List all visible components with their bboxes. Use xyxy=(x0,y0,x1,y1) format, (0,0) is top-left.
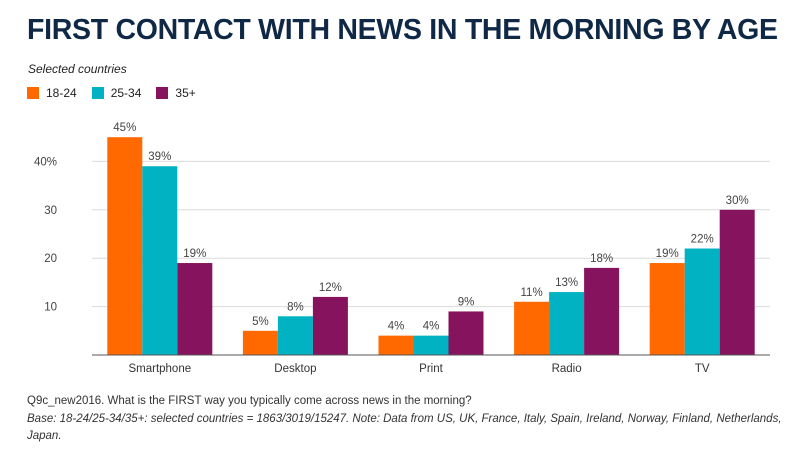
legend-swatch-35-plus xyxy=(156,87,169,99)
data-label: 45% xyxy=(113,122,136,134)
data-label: 11% xyxy=(521,287,543,299)
x-tick-label: Radio xyxy=(552,363,582,375)
data-label: 30% xyxy=(726,195,749,207)
data-label: 4% xyxy=(423,321,440,333)
y-tick-label: 40% xyxy=(34,156,57,168)
footer-question: Q9c_new2016. What is the FIRST way you t… xyxy=(27,395,472,407)
bar xyxy=(649,263,685,355)
legend: 18-24 25-34 35+ xyxy=(27,86,211,100)
bar xyxy=(549,292,585,355)
x-tick-label: Print xyxy=(419,363,443,375)
chart-footer: Q9c_new2016. What is the FIRST way you t… xyxy=(27,393,797,446)
data-label: 13% xyxy=(555,277,578,289)
legend-label-25-34: 25-34 xyxy=(110,86,142,100)
legend-label-18-24: 18-24 xyxy=(46,86,77,100)
bar xyxy=(378,335,414,355)
data-label: 5% xyxy=(252,316,269,328)
legend-item-18-24: 18-24 xyxy=(27,86,77,100)
data-label: 22% xyxy=(691,234,714,246)
bar xyxy=(514,301,550,355)
footer-base-note: Base: 18-24/25-34/35+: selected countrie… xyxy=(27,412,782,443)
bar-chart: 10 20 30 40% 45% 39% 19% Smartphone 5% 8% 12% Deskt… xyxy=(34,122,770,375)
bar xyxy=(107,137,143,355)
y-tick-label: 30 xyxy=(44,205,57,217)
bar xyxy=(413,335,449,355)
legend-label-35-plus: 35+ xyxy=(175,86,196,100)
bar xyxy=(177,263,213,355)
legend-swatch-18-24 xyxy=(27,87,39,99)
data-label: 12% xyxy=(319,282,342,294)
bar xyxy=(684,248,720,355)
legend-item-35-plus: 35+ xyxy=(156,86,196,100)
data-label: 19% xyxy=(183,248,206,260)
bar xyxy=(277,316,313,355)
legend-swatch-25-34 xyxy=(91,87,104,99)
y-tick-label: 10 xyxy=(44,302,57,314)
bar xyxy=(242,330,278,355)
data-label: 39% xyxy=(148,151,171,163)
chart-title: FIRST CONTACT WITH NEWS IN THE MORNING B… xyxy=(27,14,778,46)
data-label: 8% xyxy=(287,301,304,313)
chart-subtitle: Selected countries xyxy=(28,62,127,76)
x-tick-label: Desktop xyxy=(274,363,316,375)
bar xyxy=(448,311,484,355)
data-label: 9% xyxy=(458,296,475,308)
bar xyxy=(719,209,755,355)
x-tick-label: Smartphone xyxy=(128,363,191,375)
data-label: 18% xyxy=(590,253,613,265)
bar xyxy=(312,296,348,355)
data-label: 4% xyxy=(388,321,405,333)
y-tick-label: 20 xyxy=(44,253,57,265)
x-tick-label: TV xyxy=(695,363,710,375)
bar xyxy=(142,166,178,355)
bar xyxy=(584,267,620,355)
legend-item-25-34: 25-34 xyxy=(91,86,142,100)
data-label: 19% xyxy=(656,248,679,260)
